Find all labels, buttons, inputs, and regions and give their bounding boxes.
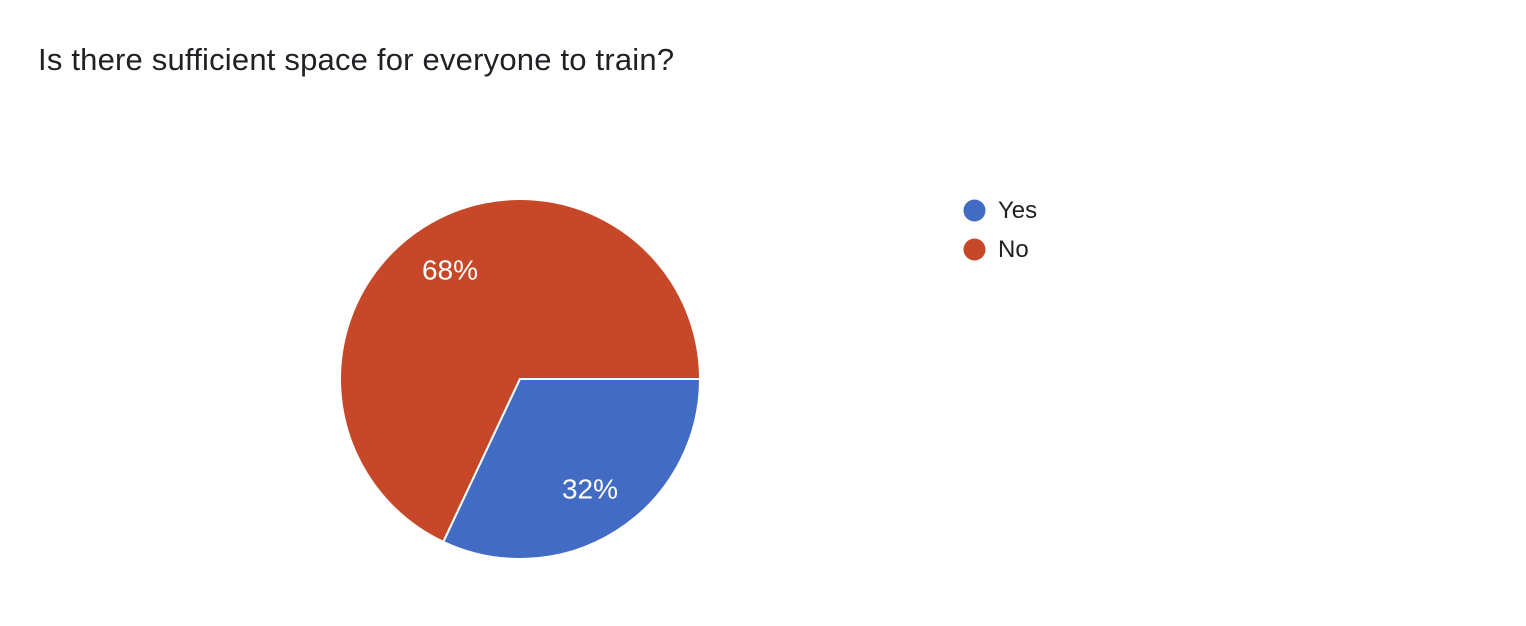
legend-label-yes: Yes bbox=[998, 196, 1038, 224]
pie-slice-no[interactable] bbox=[339, 198, 701, 543]
legend-label-no: No bbox=[998, 235, 1029, 263]
pie-chart: 68% 32% bbox=[339, 198, 701, 560]
chart-legend: Yes No bbox=[963, 196, 1038, 277]
legend-item-yes: Yes bbox=[963, 196, 1038, 224]
legend-swatch-yes-icon bbox=[963, 199, 986, 222]
slice-label-no: 68% bbox=[422, 255, 478, 286]
pie-slice-yes[interactable] bbox=[442, 378, 701, 560]
slice-label-yes: 32% bbox=[562, 474, 618, 505]
question-title: Is there sufficient space for everyone t… bbox=[38, 42, 675, 77]
legend-item-no: No bbox=[963, 235, 1037, 263]
legend-swatch-no-icon bbox=[963, 238, 986, 261]
